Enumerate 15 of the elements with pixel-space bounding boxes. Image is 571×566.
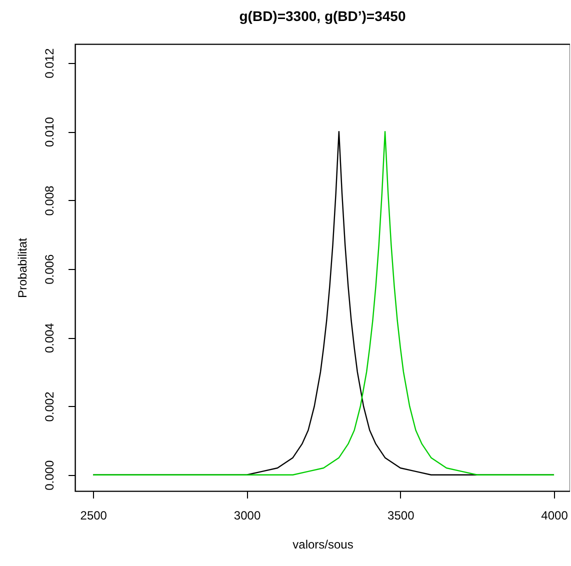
x-tick-label: 2500 <box>80 508 108 522</box>
x-tick-label: 4000 <box>541 508 568 522</box>
y-tick-label: 0.002 <box>42 391 56 422</box>
y-tick-label: 0.006 <box>42 254 56 284</box>
x-tick-label: 3500 <box>388 508 415 522</box>
y-tick-label: 0.004 <box>42 322 56 354</box>
y-axis-title: Probabilitat <box>16 237 30 298</box>
x-tick-label: 3000 <box>234 508 261 522</box>
y-tick-label: 0.000 <box>42 460 56 490</box>
chart-title: g(BD)=3300, g(BD’)=3450 <box>239 8 406 24</box>
y-tick-label: 0.010 <box>42 116 56 148</box>
y-tick-label: 0.008 <box>42 185 56 216</box>
x-axis-title: valors/sous <box>292 538 354 552</box>
line-series <box>92 130 555 476</box>
y-tick-label: 0.012 <box>42 48 56 78</box>
